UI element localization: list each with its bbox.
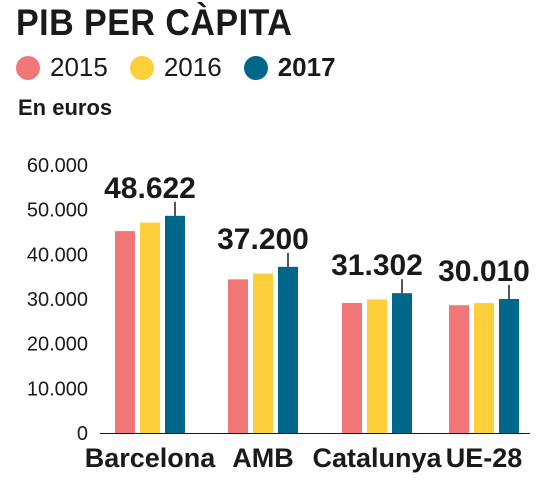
y-tick-label: 30.000 — [27, 289, 88, 311]
legend-item-2016: 2016 — [129, 52, 222, 83]
data-label: 48.622 — [104, 172, 196, 205]
bar-2017-catalunya — [392, 293, 412, 433]
bar-2015-catalunya — [342, 303, 362, 433]
bar-2017-amb — [278, 266, 298, 433]
legend: 2015 2016 2017 — [16, 52, 358, 83]
legend-swatch-2016 — [129, 55, 154, 80]
category-label: UE-28 — [446, 443, 523, 473]
legend-swatch-2015 — [16, 55, 40, 80]
bar-2017-barcelona — [165, 215, 185, 433]
legend-item-2017: 2017 — [243, 52, 336, 83]
bar-2016-amb — [253, 273, 273, 433]
y-tick-label: 40.000 — [27, 244, 88, 266]
chart-title: PIB PER CÀPITA — [16, 2, 293, 43]
bar-2015-barcelona — [115, 231, 135, 433]
bar-2016-ue-28 — [474, 303, 494, 433]
category-label: AMB — [232, 443, 294, 473]
legend-swatch-2017 — [243, 55, 268, 80]
legend-item-2015: 2015 — [16, 52, 108, 83]
category-label: Catalunya — [312, 443, 442, 473]
bar-2015-ue-28 — [449, 305, 469, 433]
bar-2015-amb — [228, 279, 248, 433]
legend-label-2016: 2016 — [163, 52, 222, 82]
y-tick-label: 20.000 — [27, 334, 88, 356]
y-tick-label: 10.000 — [27, 378, 88, 400]
y-tick-label: 0 — [77, 423, 88, 445]
y-tick-label: 60.000 — [27, 155, 88, 177]
data-label: 37.200 — [217, 223, 309, 256]
unit-label: En euros — [18, 95, 113, 120]
data-label: 30.010 — [438, 255, 530, 288]
data-label: 31.302 — [331, 249, 423, 282]
bar-2016-barcelona — [140, 222, 160, 433]
bar-2017-ue-28 — [499, 298, 519, 433]
legend-label-2015: 2015 — [50, 52, 108, 82]
bar-2016-catalunya — [367, 299, 387, 433]
y-tick-label: 50.000 — [27, 200, 88, 222]
category-label: Barcelona — [85, 443, 217, 473]
legend-label-2017: 2017 — [277, 52, 336, 82]
